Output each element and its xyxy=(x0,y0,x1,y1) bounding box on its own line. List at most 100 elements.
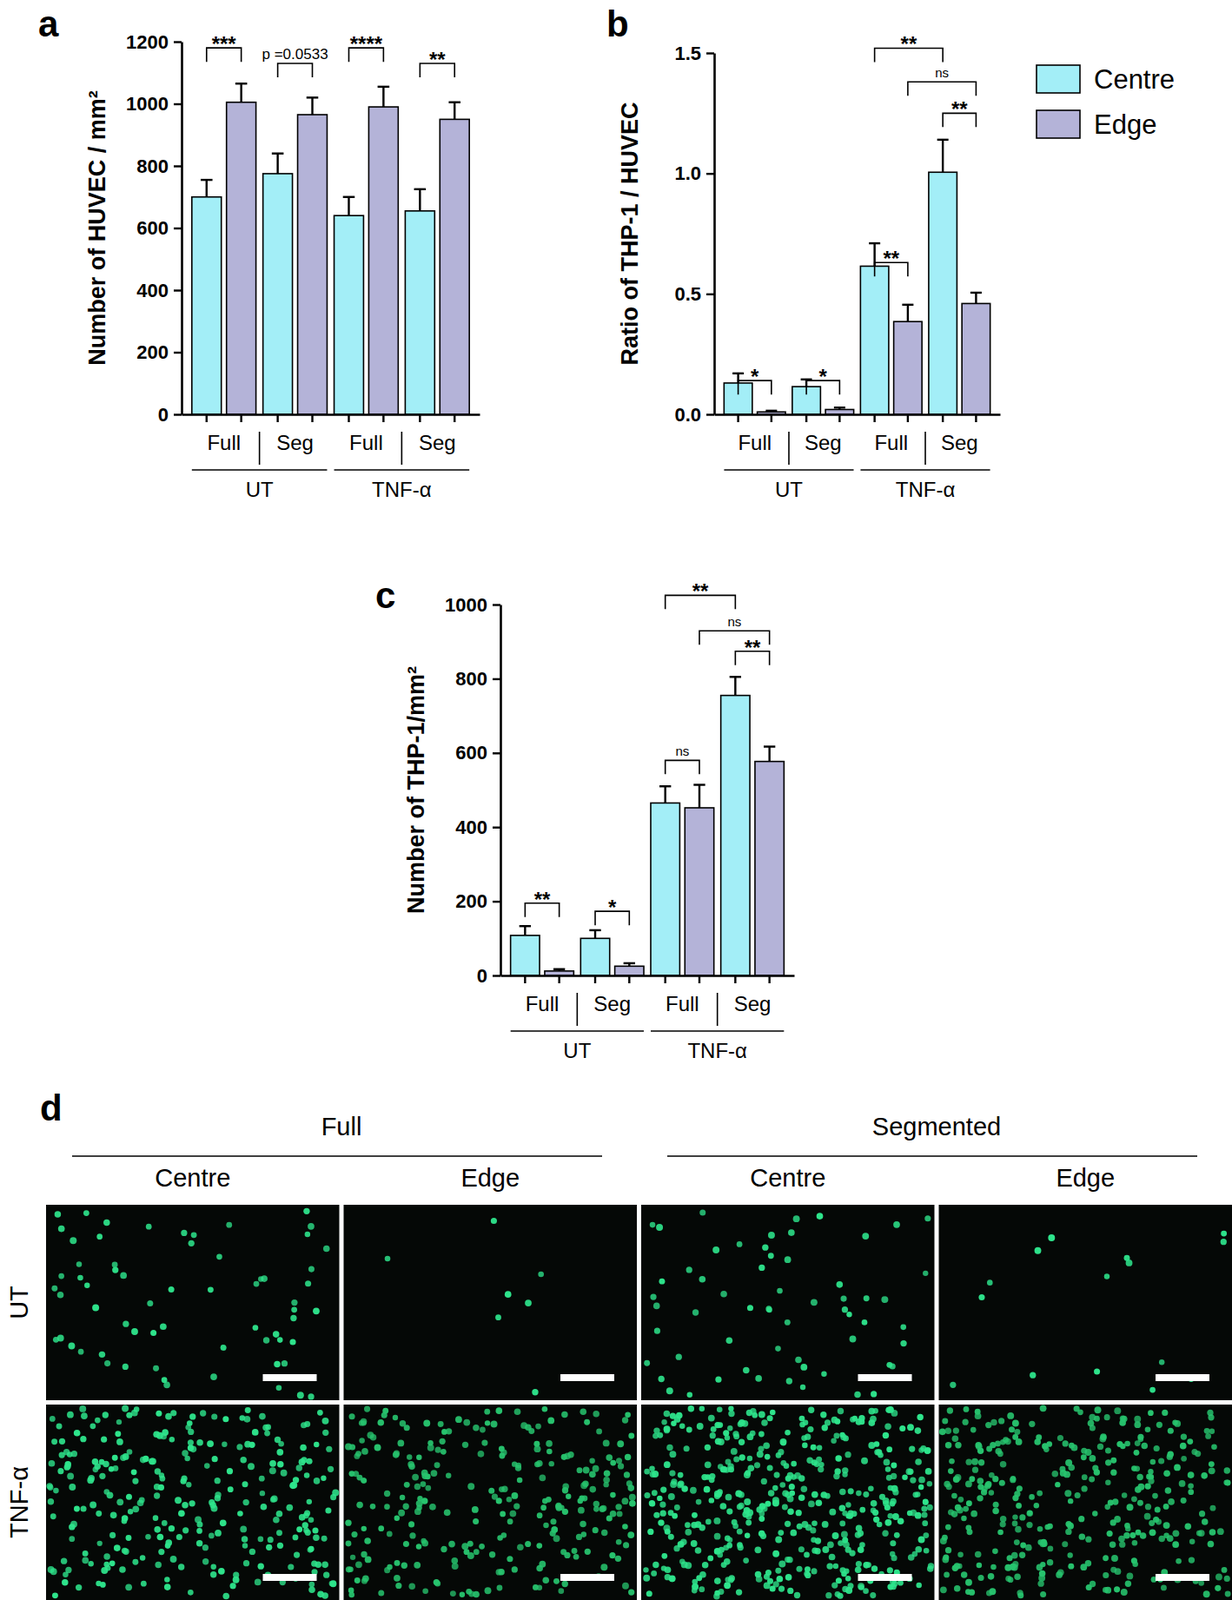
cell xyxy=(1179,1443,1187,1451)
cell xyxy=(1138,1437,1145,1444)
cell xyxy=(801,1443,809,1450)
cell xyxy=(874,1449,881,1456)
cell xyxy=(1185,1523,1192,1530)
error-stem xyxy=(347,197,350,216)
cell xyxy=(1201,1518,1208,1525)
tick-mark xyxy=(173,289,182,292)
cell xyxy=(543,1523,550,1530)
cell xyxy=(397,1510,405,1517)
cell xyxy=(1208,1467,1216,1475)
error-stem xyxy=(311,97,313,115)
cell xyxy=(940,1586,948,1594)
bar-tick xyxy=(770,414,773,423)
cell xyxy=(845,1576,851,1582)
cell xyxy=(839,1489,847,1497)
cell xyxy=(890,1410,898,1418)
cell xyxy=(786,1556,793,1564)
cell xyxy=(954,1504,962,1512)
y-axis-title: Ratio of THP-1 / HUVEC xyxy=(616,101,643,365)
tick-label: 600 xyxy=(136,217,169,239)
cell xyxy=(439,1438,446,1445)
cell xyxy=(627,1531,635,1539)
cell xyxy=(1163,1503,1170,1511)
cell xyxy=(794,1357,802,1365)
x-tick: Full xyxy=(349,430,384,455)
cell xyxy=(758,1530,766,1538)
cell xyxy=(296,1526,303,1533)
cell xyxy=(1129,1532,1136,1539)
cell xyxy=(573,1554,580,1561)
bar-tick xyxy=(382,414,385,423)
cell xyxy=(241,1536,248,1543)
y-tick: 1.0 xyxy=(674,162,715,185)
cell xyxy=(897,1517,905,1525)
cell xyxy=(237,1510,244,1517)
error-cap xyxy=(448,101,461,104)
cell xyxy=(188,1240,195,1247)
cell xyxy=(307,1393,314,1400)
cell xyxy=(110,1511,118,1519)
cell xyxy=(1205,1433,1212,1440)
cell xyxy=(788,1483,795,1491)
cell xyxy=(803,1570,810,1577)
cell xyxy=(724,1435,730,1441)
cell xyxy=(646,1590,653,1597)
cell xyxy=(592,1527,599,1534)
cell xyxy=(471,1506,479,1514)
cell xyxy=(1114,1568,1122,1576)
cell xyxy=(723,1558,731,1566)
error-bar xyxy=(937,139,949,173)
cell xyxy=(880,1296,888,1304)
cell xyxy=(1026,1522,1033,1529)
error-bar xyxy=(659,786,671,803)
cell xyxy=(1006,1412,1014,1420)
cell xyxy=(816,1445,822,1451)
cell xyxy=(841,1471,848,1478)
cell xyxy=(1153,1445,1160,1452)
cell xyxy=(827,1541,835,1549)
cell xyxy=(1102,1587,1109,1594)
cell xyxy=(95,1510,102,1517)
group-line xyxy=(650,1030,784,1033)
cell xyxy=(683,1445,690,1452)
cell xyxy=(834,1455,842,1463)
error-bar xyxy=(306,97,319,115)
cell xyxy=(225,1222,232,1229)
cell xyxy=(737,1544,744,1551)
tick-label: Seg xyxy=(593,992,631,1016)
cell xyxy=(304,1472,311,1479)
cell xyxy=(281,1360,288,1367)
cell xyxy=(990,1564,997,1571)
cell xyxy=(818,1462,824,1468)
cell xyxy=(47,1498,54,1505)
cell xyxy=(921,1520,928,1527)
cell xyxy=(181,1450,189,1458)
cell xyxy=(1079,1533,1086,1540)
cell xyxy=(277,1543,284,1550)
cell xyxy=(208,1533,215,1540)
tick-label: 0.0 xyxy=(674,404,702,426)
cell xyxy=(1017,1592,1024,1599)
cell xyxy=(922,1532,929,1539)
cell xyxy=(180,1478,187,1485)
error-cap xyxy=(834,406,846,409)
cell xyxy=(516,1543,524,1551)
cell xyxy=(784,1430,791,1437)
cell xyxy=(689,1487,697,1495)
cell xyxy=(832,1532,840,1540)
cell xyxy=(94,1417,101,1425)
y-tick: 1.5 xyxy=(674,42,715,65)
x-tick: Full xyxy=(874,430,908,455)
cell xyxy=(403,1503,410,1511)
cell xyxy=(691,1588,698,1595)
cell xyxy=(1158,1457,1165,1464)
cell xyxy=(1125,1581,1132,1588)
cell xyxy=(297,1391,305,1399)
cell xyxy=(325,1446,332,1453)
cell xyxy=(810,1444,817,1451)
cell xyxy=(692,1309,699,1316)
cell xyxy=(414,1483,421,1491)
error-cap xyxy=(901,304,914,306)
cell xyxy=(331,1490,339,1497)
cell xyxy=(1120,1589,1128,1597)
